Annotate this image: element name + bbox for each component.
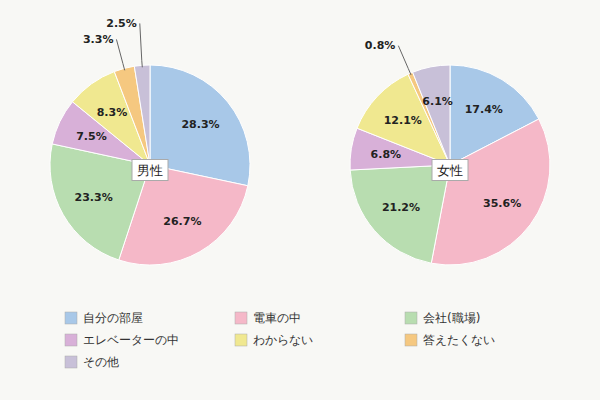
legend-label: 自分の部屋 xyxy=(83,311,143,325)
title: 男性 xyxy=(137,163,163,178)
chart-svg: 28.3% 26.7% 23.3% 7.5% 8.3% 3.3% 2.5% 男性 17.4% 35… xyxy=(0,0,600,400)
data-label: 35.6% xyxy=(483,197,521,210)
legend-item: 電車の中 xyxy=(235,311,301,325)
legend-swatch xyxy=(65,334,77,346)
legend-label: 会社(職場) xyxy=(423,311,480,325)
legend-item: その他 xyxy=(65,355,119,369)
leader-line xyxy=(116,39,124,70)
data-labels: 28.3% 26.7% 23.3% 7.5% 8.3% 3.3% 2.5% xyxy=(75,17,220,228)
data-label: 6.8% xyxy=(371,148,402,161)
data-label: 2.5% xyxy=(106,17,137,30)
legend-item: エレベーターの中 xyxy=(65,333,179,347)
data-label: 7.5% xyxy=(76,130,107,143)
pie-title: 男性 xyxy=(132,160,168,181)
title-box xyxy=(132,160,168,181)
leader-line xyxy=(398,46,411,75)
legend-item: 会社(職場) xyxy=(405,311,480,325)
leader-line xyxy=(140,23,143,67)
title: 女性 xyxy=(437,163,463,178)
chart-root: 28.3% 26.7% 23.3% 7.5% 8.3% 3.3% 2.5% 男性 17.4% 35… xyxy=(0,0,600,400)
legend-label: その他 xyxy=(83,355,119,369)
background xyxy=(0,0,600,400)
legend-label: 電車の中 xyxy=(253,311,301,325)
legend-item: わからない xyxy=(235,333,313,347)
data-label: 21.2% xyxy=(382,201,420,214)
legend-swatch xyxy=(405,334,417,346)
legend-label: 答えたくない xyxy=(423,333,495,347)
data-labels: 17.4% 35.6% 21.2% 6.8% 12.1%6.1% 0.8% xyxy=(365,39,521,214)
data-label: 8.3% xyxy=(97,106,128,119)
data-label: 23.3% xyxy=(75,191,113,204)
data-label: 17.4% xyxy=(465,103,503,116)
data-label: 28.3% xyxy=(181,118,219,131)
data-label: 26.7% xyxy=(163,215,201,228)
data-label: 3.3% xyxy=(83,33,114,46)
pie xyxy=(50,65,250,265)
pie-title: 女性 xyxy=(432,160,468,181)
data-label: 12.1% xyxy=(384,114,422,127)
legend-swatch xyxy=(235,334,247,346)
title-box xyxy=(432,160,468,181)
pie-slice xyxy=(134,65,150,165)
data-label: 0.8% xyxy=(365,39,396,52)
legend-swatch xyxy=(65,312,77,324)
legend-swatch xyxy=(65,356,77,368)
legend-item: 自分の部屋 xyxy=(65,311,143,325)
legend: 自分の部屋 電車の中 会社(職場) エレベーターの中 わからない 答えたくないその他 xyxy=(65,311,495,369)
legend-swatch xyxy=(405,312,417,324)
legend-item: 答えたくない xyxy=(405,333,495,347)
data-label: 6.1% xyxy=(422,95,453,108)
pie xyxy=(350,65,550,265)
legend-label: エレベーターの中 xyxy=(83,333,179,347)
legend-swatch xyxy=(235,312,247,324)
legend-label: わからない xyxy=(253,333,313,347)
